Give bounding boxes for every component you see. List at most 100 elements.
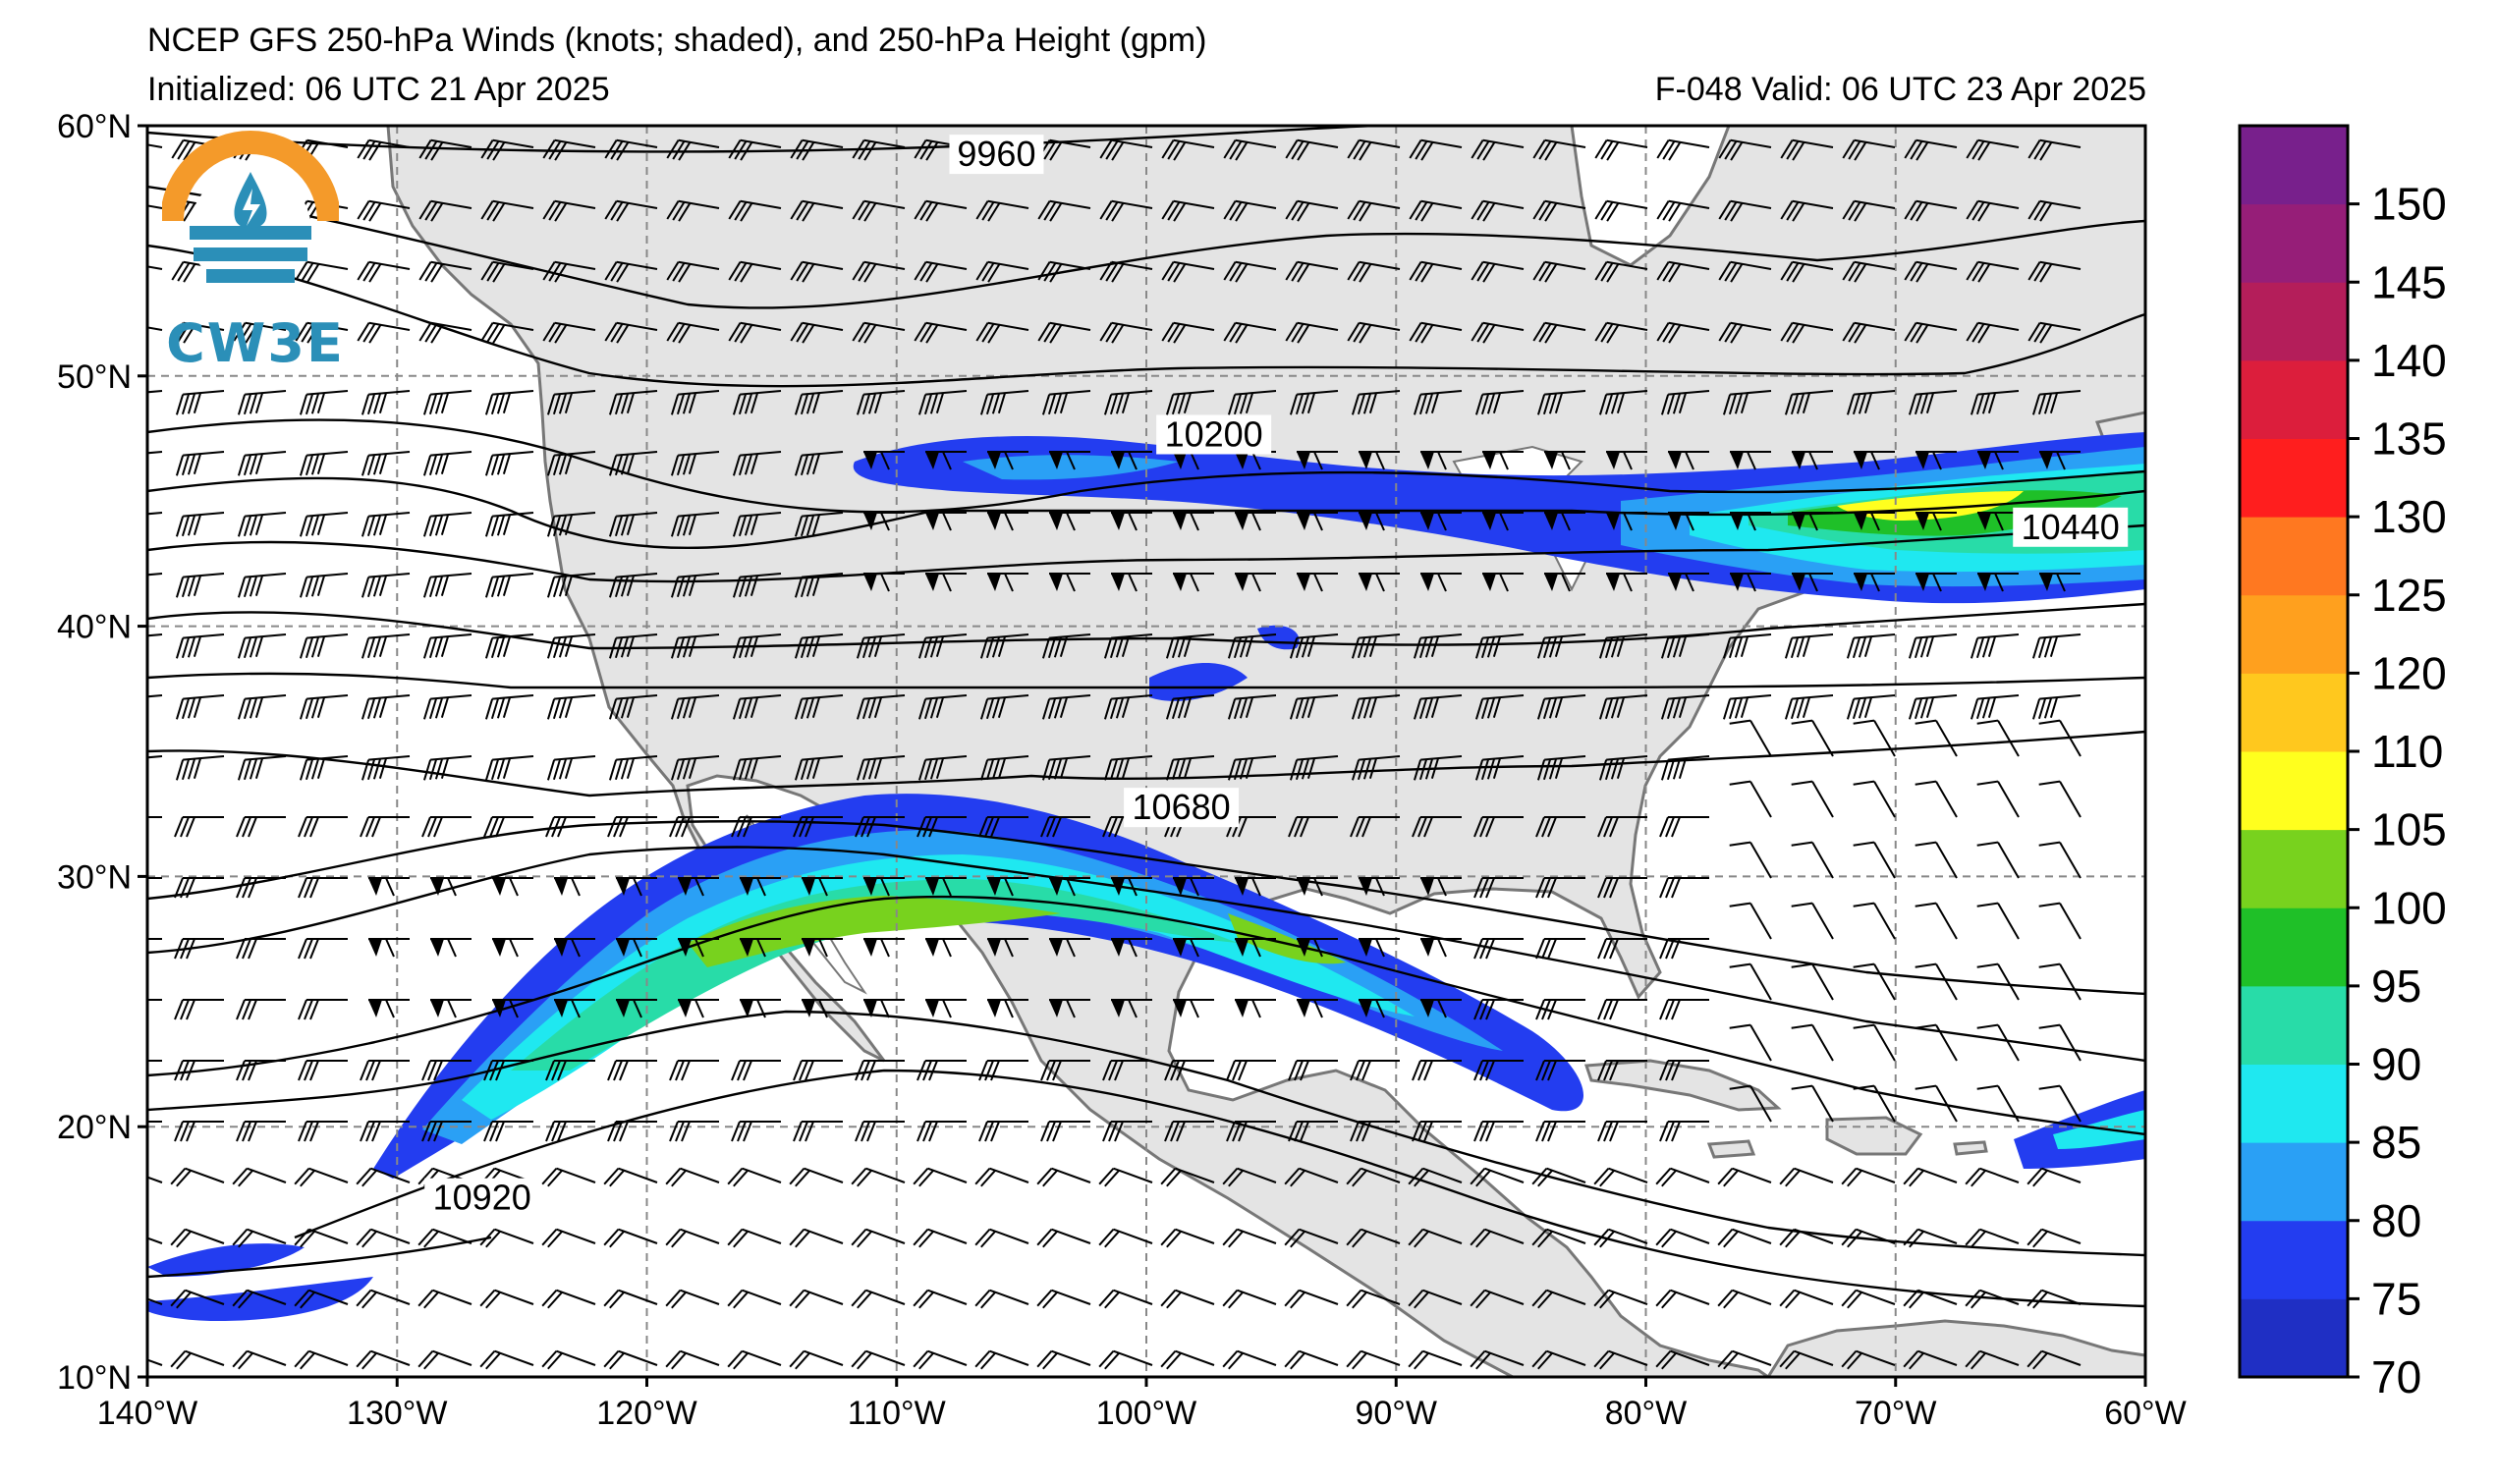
- wind-barb: [480, 199, 534, 222]
- wind-barb: [670, 573, 720, 598]
- wind-barb: [1222, 1228, 1277, 1248]
- lon-tick-label: 80°W: [1605, 1395, 1688, 1432]
- wind-barb: [1976, 719, 2020, 757]
- wind-barb: [542, 321, 596, 344]
- wind-barb: [299, 451, 349, 476]
- height-contour: [147, 126, 1376, 153]
- colorbar-segment: [2240, 907, 2348, 987]
- wind-barb: [422, 573, 472, 598]
- wind-barb: [1223, 260, 1277, 283]
- contour-label: 10200: [1165, 414, 1263, 455]
- wind-barb: [541, 1228, 596, 1248]
- wind-barb: [1915, 841, 1958, 879]
- wind-barb: [361, 451, 411, 476]
- wind-barb: [1597, 1060, 1647, 1081]
- contour-labels: 9960 10200 10440 10680 10920: [424, 134, 2129, 1218]
- wind-barb: [237, 573, 287, 598]
- wind-barb: [974, 1228, 1029, 1248]
- wind-barb: [1915, 1023, 1958, 1062]
- wind-barb: [357, 260, 411, 283]
- wind-barb: [1413, 694, 1463, 720]
- colorbar-segment: [2240, 673, 2348, 752]
- wind-barb: [914, 199, 968, 222]
- wind-barb: [1791, 902, 1834, 940]
- wind-barb: [542, 138, 596, 161]
- lon-tick-label: 120°W: [596, 1395, 696, 1432]
- contour-label-bg: [2013, 507, 2129, 547]
- jamaica-island: [1706, 1139, 1756, 1159]
- wind-barb: [1779, 1289, 1834, 1309]
- wind-barb: [1842, 321, 1896, 344]
- wind-barb: [147, 138, 163, 148]
- wind-barb: [1966, 260, 2020, 283]
- wind-barb: [1908, 390, 1958, 415]
- wind-barb: [1597, 877, 1647, 899]
- wind-barb: [545, 1060, 595, 1081]
- wind-barb: [1288, 816, 1338, 838]
- wind-barb: [1223, 199, 1277, 222]
- wind-barb: [1482, 573, 1524, 592]
- wind-barb: [542, 199, 596, 222]
- wind-barb: [1222, 1167, 1277, 1187]
- wind-barb: [1049, 999, 1090, 1018]
- wind-barb: [1853, 1023, 1896, 1062]
- wind-barb: [1359, 451, 1400, 470]
- wind-barb: [1164, 1121, 1214, 1142]
- wind-barb: [789, 1167, 844, 1187]
- wind-barb: [1656, 138, 1710, 161]
- wind-barb: [987, 451, 1028, 470]
- wind-barb: [863, 573, 905, 592]
- wind-barb: [917, 633, 968, 659]
- colorbar-segment: [2240, 126, 2348, 205]
- wind-barb: [665, 1349, 720, 1370]
- wind-barb: [727, 1167, 782, 1187]
- wind-barb: [1536, 694, 1586, 720]
- wind-barb: [1904, 199, 1958, 222]
- wind-barb: [2031, 633, 2082, 659]
- wind-barb: [1722, 633, 1772, 659]
- wind-barb: [1598, 694, 1648, 720]
- wind-barb: [1780, 138, 1834, 161]
- wind-barb: [794, 451, 844, 476]
- wind-barb: [856, 694, 906, 720]
- wind-barb: [1037, 260, 1091, 283]
- wind-barb: [1655, 1228, 1710, 1248]
- wind-barb: [1099, 199, 1153, 222]
- colorbar-tick-label: 75: [2371, 1273, 2421, 1324]
- wind-speed-fill: [147, 1277, 373, 1321]
- wind-barb: [728, 199, 782, 222]
- wind-barb: [1532, 138, 1586, 161]
- wind-barb: [1103, 755, 1153, 781]
- wind-barb: [1473, 938, 1524, 960]
- wind-barb: [232, 1349, 287, 1370]
- wind-barb: [1780, 199, 1834, 222]
- wind-barb: [863, 877, 905, 897]
- wind-barb: [1659, 816, 1709, 838]
- wind-barb: [1854, 451, 1895, 470]
- wind-barb: [174, 1121, 224, 1142]
- wind-barb: [1656, 199, 1710, 222]
- wind-barb: [1420, 573, 1462, 592]
- wind-barb: [1729, 1084, 1772, 1123]
- wind-barb: [1102, 1121, 1152, 1142]
- wind-barb: [1854, 512, 1895, 531]
- wind-barb: [1103, 694, 1153, 720]
- wind-barb: [2038, 719, 2082, 757]
- wind-barb: [542, 260, 596, 283]
- wind-barb: [1606, 451, 1647, 470]
- wind-barb: [732, 755, 782, 781]
- wind-barbs: [147, 138, 2082, 1370]
- wind-barb: [1470, 1228, 1525, 1248]
- wind-barb: [171, 321, 225, 344]
- wind-barb: [616, 999, 657, 1018]
- wind-barb: [1846, 633, 1896, 659]
- wind-barb: [731, 1060, 781, 1081]
- wind-barb: [2026, 1228, 2082, 1248]
- wind-barb: [1297, 877, 1338, 897]
- wind-barb: [1173, 999, 1214, 1018]
- colorbar-tick-label: 140: [2371, 335, 2447, 386]
- wind-barb: [852, 138, 906, 161]
- height-contour: [147, 820, 2145, 996]
- contour-label-bg: [1156, 414, 1272, 455]
- wind-barb: [914, 260, 968, 283]
